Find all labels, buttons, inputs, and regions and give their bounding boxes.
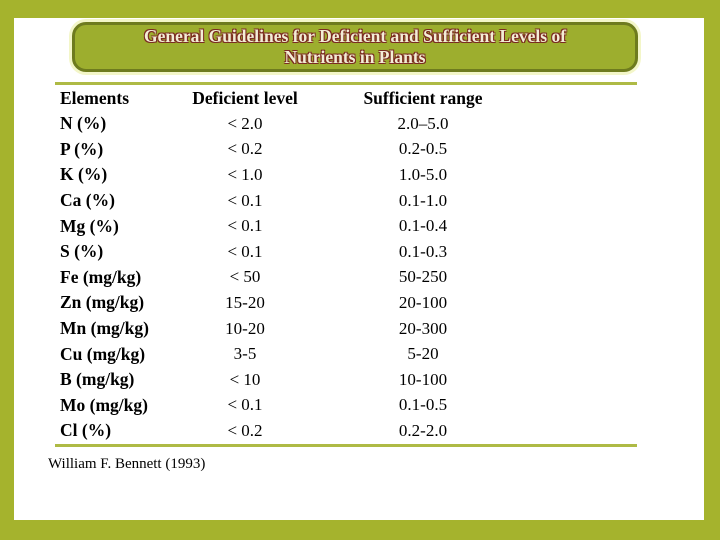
cell-sufficient: 2.0–5.0: [397, 113, 449, 133]
cell-deficient: < 0.2: [227, 420, 263, 440]
cell-deficient: 3-5: [233, 344, 257, 364]
cell-sufficient: 0.2-2.0: [398, 420, 448, 440]
table-row: Fe (mg/kg) < 50 50-250: [55, 265, 637, 291]
cell-element: S (%): [60, 241, 104, 262]
cell-deficient: 15-20: [225, 292, 265, 312]
table-header-row: Elements Deficient level Sufficient rang…: [55, 85, 637, 111]
table-row: Cu (mg/kg) 3-5 5-20: [55, 341, 637, 367]
table-body: N (%) < 2.0 2.0–5.0 P (%) < 0.2 0.2-0.5 K (%) <…: [55, 111, 637, 444]
nutrient-table: Elements Deficient level Sufficient rang…: [55, 82, 637, 447]
cell-element: P (%): [60, 138, 104, 159]
table-row: P (%) < 0.2 0.2-0.5: [55, 137, 637, 163]
cell-deficient: < 0.1: [227, 216, 263, 236]
cell-element: Mo (mg/kg): [60, 394, 148, 415]
cell-sufficient: 0.1-0.5: [398, 395, 448, 415]
cell-element: Zn (mg/kg): [60, 292, 145, 313]
cell-sufficient: 20-100: [398, 292, 448, 312]
table-row: Mo (mg/kg) < 0.1 0.1-0.5: [55, 393, 637, 419]
cell-deficient: 10-20: [225, 318, 265, 338]
cell-sufficient: 0.1-1.0: [398, 190, 448, 210]
cell-element: Cl (%): [60, 420, 112, 441]
cell-deficient: < 0.2: [227, 139, 263, 159]
cell-sufficient: 0.2-0.5: [398, 139, 448, 159]
slide-title-line-2: Nutrients in Plants: [284, 47, 426, 67]
cell-deficient: < 10: [229, 369, 261, 389]
table-row: S (%) < 0.1 0.1-0.3: [55, 239, 637, 265]
table-row: Ca (%) < 0.1 0.1-1.0: [55, 188, 637, 214]
cell-element: N (%): [60, 113, 107, 134]
table-row: B (mg/kg) < 10 10-100: [55, 367, 637, 393]
cell-element: Cu (mg/kg): [60, 343, 146, 364]
table-row: Cl (%) < 0.2 0.2-2.0: [55, 418, 637, 444]
column-header-deficient-level: Deficient level: [192, 87, 298, 108]
cell-element: B (mg/kg): [60, 369, 135, 390]
slide-title-line-1: General Guidelines for Deficient and Suf…: [143, 26, 567, 46]
cell-deficient: < 0.1: [227, 241, 263, 261]
cell-element: Mg (%): [60, 215, 119, 236]
table-row: N (%) < 2.0 2.0–5.0: [55, 111, 637, 137]
cell-deficient: < 0.1: [227, 395, 263, 415]
column-header-elements: Elements: [60, 87, 130, 108]
table-row: Zn (mg/kg) 15-20 20-100: [55, 290, 637, 316]
column-header-sufficient-range: Sufficient range: [363, 87, 483, 108]
cell-sufficient: 1.0-5.0: [398, 164, 448, 184]
cell-sufficient: 20-300: [398, 318, 448, 338]
cell-sufficient: 50-250: [398, 267, 448, 287]
table-row: K (%) < 1.0 1.0-5.0: [55, 162, 637, 188]
cell-element: Fe (mg/kg): [60, 266, 142, 287]
cell-sufficient: 10-100: [398, 369, 448, 389]
cell-element: Mn (mg/kg): [60, 318, 149, 339]
cell-deficient: < 2.0: [227, 113, 263, 133]
cell-sufficient: 0.1-0.4: [398, 216, 448, 236]
cell-element: K (%): [60, 164, 108, 185]
cell-deficient: < 50: [229, 267, 261, 287]
table-row: Mg (%) < 0.1 0.1-0.4: [55, 213, 637, 239]
cell-sufficient: 5-20: [407, 344, 439, 364]
cell-deficient: < 0.1: [227, 190, 263, 210]
table-row: Mn (mg/kg) 10-20 20-300: [55, 316, 637, 342]
cell-sufficient: 0.1-0.3: [398, 241, 448, 261]
cell-element: Ca (%): [60, 190, 115, 211]
citation: William F. Bennett (1993): [48, 456, 206, 472]
title-banner: General Guidelines for Deficient and Suf…: [72, 22, 638, 72]
cell-deficient: < 1.0: [227, 164, 263, 184]
